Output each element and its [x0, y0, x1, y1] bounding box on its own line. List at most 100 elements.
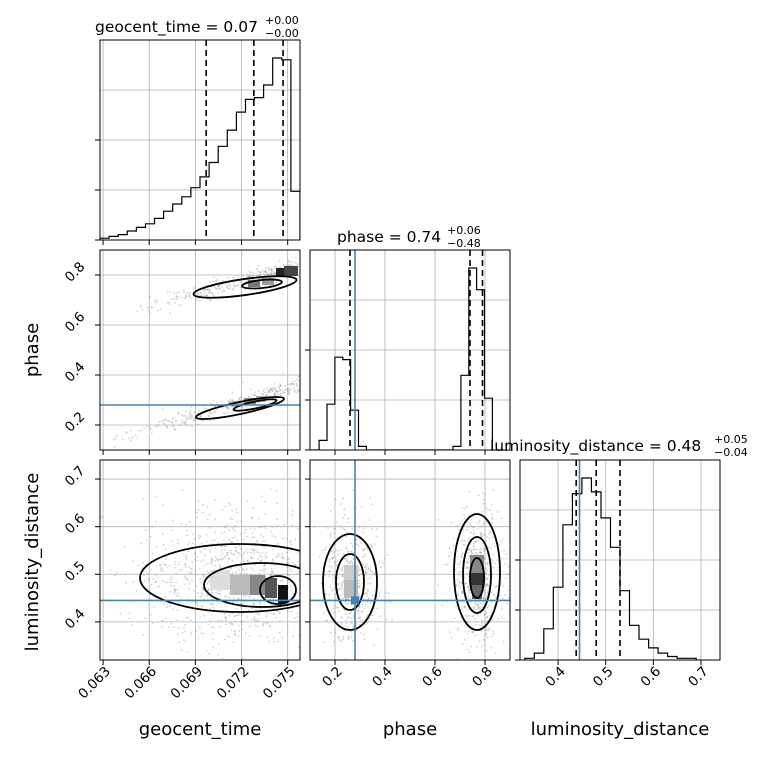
sample-point [476, 527, 479, 530]
sample-point [228, 400, 231, 403]
panel-luminosity-distance-hist [515, 459, 721, 665]
histogram-step [100, 57, 300, 240]
sample-point [161, 626, 163, 628]
sample-point [267, 391, 269, 394]
sample-point [468, 589, 471, 592]
sample-point [261, 270, 264, 272]
sample-point [198, 410, 200, 412]
ylabel-luminosity-distance: luminosity_distance [22, 473, 43, 652]
sample-point [464, 631, 467, 633]
sample-point [337, 583, 340, 586]
sample-point [467, 633, 470, 635]
sample-point [262, 535, 265, 538]
truth-marker [351, 596, 359, 605]
sample-point [190, 405, 193, 408]
sample-point [162, 563, 165, 565]
sample-point [341, 574, 344, 577]
sample-point [186, 577, 189, 580]
sample-point [347, 636, 350, 639]
phase-x-tick-label: 0.2 [319, 664, 346, 691]
sample-point [485, 573, 487, 575]
sample-point [279, 384, 282, 387]
sample-point [339, 525, 342, 527]
sample-point [209, 602, 212, 605]
sample-point [486, 583, 489, 586]
sample-point [293, 617, 296, 619]
sample-point [463, 576, 466, 579]
sample-point [337, 577, 340, 580]
sample-point [263, 513, 266, 515]
sample-point [475, 623, 477, 626]
sample-point [331, 550, 334, 552]
sample-point [467, 608, 470, 611]
sample-point [474, 603, 476, 606]
title-phase: phase = 0.74 [337, 228, 441, 246]
sample-point [233, 630, 236, 633]
sample-point [369, 497, 372, 500]
sample-point [473, 545, 475, 548]
sample-point [347, 637, 350, 640]
sample-point [207, 288, 210, 291]
sample-point [211, 603, 213, 605]
sample-point [271, 535, 274, 537]
contour-line [192, 275, 298, 299]
sample-point [273, 394, 276, 396]
sample-point [461, 591, 463, 593]
sample-point [454, 569, 457, 571]
sample-point [264, 270, 267, 273]
sample-point [193, 538, 196, 540]
sample-point [151, 525, 154, 528]
sample-point [347, 616, 349, 619]
phase-y-tick-label: 0.8 [62, 259, 89, 286]
sample-point [205, 575, 207, 578]
sample-point [269, 625, 271, 628]
sample-point [262, 540, 264, 542]
sample-point [209, 298, 212, 301]
sample-point [329, 536, 331, 538]
sample-point [343, 508, 346, 510]
sample-point [324, 548, 327, 551]
sample-point [294, 261, 297, 264]
sample-point [252, 272, 255, 274]
sample-point [498, 543, 501, 546]
sample-point [501, 597, 504, 600]
sample-point [348, 635, 350, 637]
contour-line [453, 513, 501, 631]
sample-point [230, 541, 232, 544]
sample-point [236, 565, 238, 568]
sample-point [328, 594, 330, 596]
sample-point [173, 626, 175, 629]
sample-point [185, 523, 187, 526]
sample-point [214, 518, 216, 521]
sample-point [466, 558, 469, 561]
sample-point [371, 594, 374, 596]
title-phase-lower: −0.48 [447, 237, 481, 250]
sample-point [489, 531, 492, 533]
sample-point [461, 600, 464, 603]
sample-point [231, 288, 234, 291]
sample-point [305, 550, 307, 552]
sample-point [287, 561, 290, 564]
sample-point [366, 595, 369, 598]
title-geocent-time: geocent_time = 0.07 [95, 18, 258, 37]
sample-point [226, 407, 229, 409]
sample-point [466, 528, 469, 531]
sample-point [301, 386, 303, 388]
sample-point [164, 564, 167, 567]
sample-point [224, 412, 227, 415]
sample-point [244, 528, 247, 531]
sample-point [212, 400, 215, 402]
sample-point [163, 596, 166, 598]
sample-point [237, 569, 240, 572]
sample-point [236, 512, 238, 514]
sample-point [169, 590, 172, 593]
sample-point [455, 605, 457, 607]
sample-point [474, 540, 476, 543]
sample-point [490, 646, 493, 649]
sample-point [460, 570, 462, 573]
sample-point [189, 572, 192, 575]
sample-point [492, 554, 495, 557]
sample-point [203, 294, 205, 297]
sample-point [358, 606, 361, 609]
sample-point [177, 563, 180, 566]
